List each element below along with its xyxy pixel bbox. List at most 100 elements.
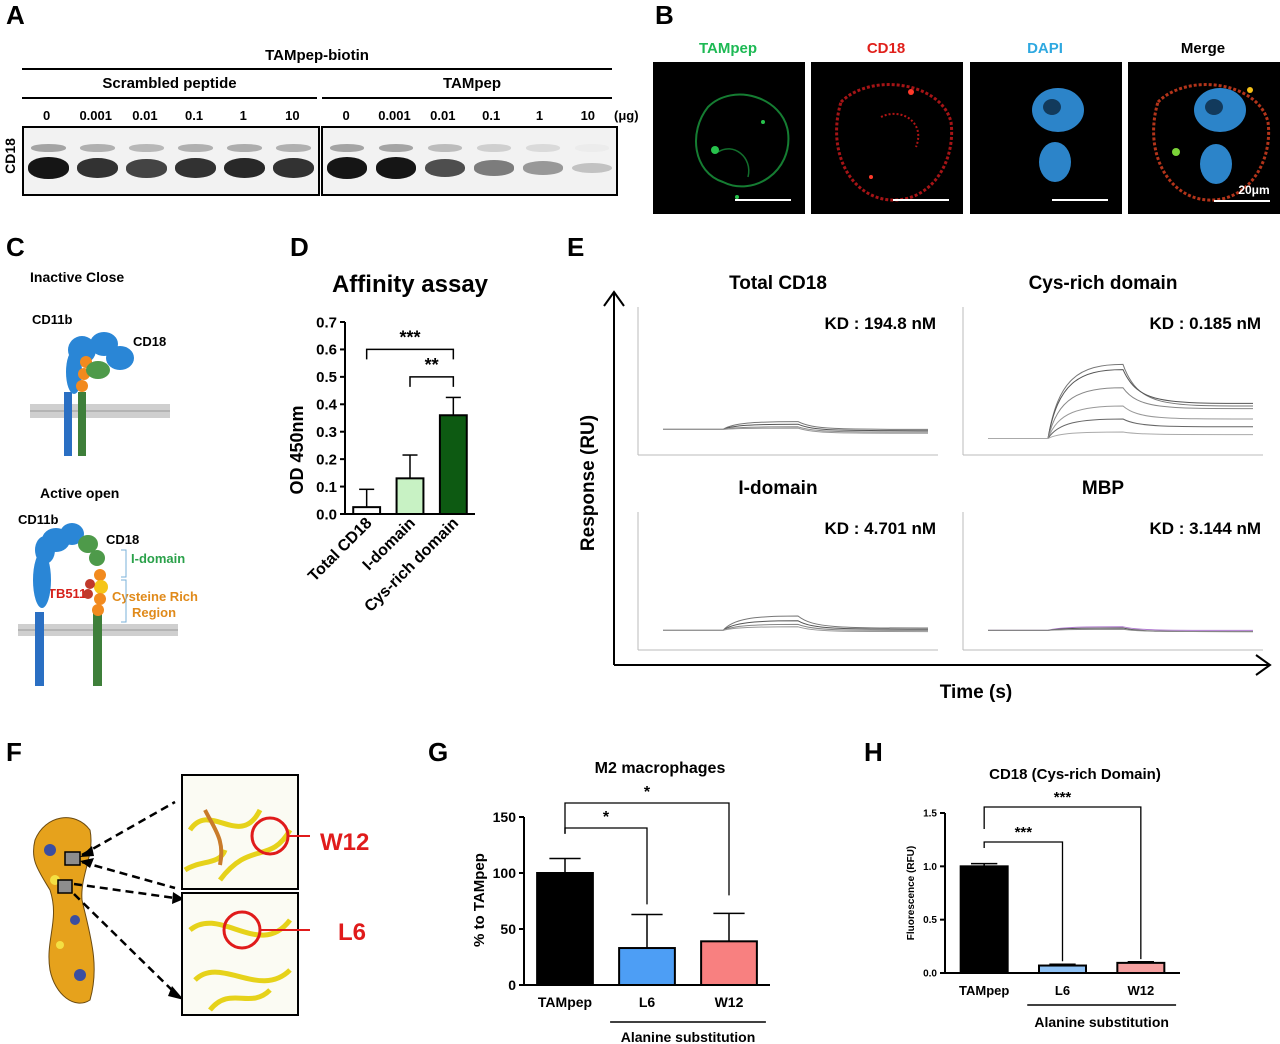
y-tick-label: 1.5 xyxy=(923,809,937,820)
schematic-idomain-label: I-domain xyxy=(131,551,185,566)
schematic-cys-label-2: Region xyxy=(132,605,176,620)
blot-left-lane-label: 0.1 xyxy=(185,108,204,123)
group-label: Alanine substitution xyxy=(1034,1014,1169,1030)
y-tick-label: 1.0 xyxy=(923,862,937,873)
microscopy-image-dapi xyxy=(970,62,1122,214)
microscopy-image-tampep xyxy=(653,62,805,214)
blot-lane-labels-left: 0 0.001 0.01 0.1 1 10 xyxy=(22,108,317,124)
panel-label-c: C xyxy=(6,232,25,262)
sensorgram-curve xyxy=(988,418,1254,439)
blot-header: TAMpep-biotin xyxy=(265,47,369,64)
y-tick-label: 0.0 xyxy=(923,969,937,980)
blot-right-band-upper xyxy=(575,144,609,152)
blot-header-rule xyxy=(22,68,612,70)
panel-label-a: A xyxy=(6,0,25,30)
sensorgram-curve xyxy=(988,628,1254,633)
blot-header-title: TAMpep-biotin xyxy=(22,47,612,64)
blot-right-lane-label: 0.1 xyxy=(482,108,501,123)
category-label: L6 xyxy=(1055,983,1070,998)
blot-right-band xyxy=(571,162,612,174)
bar xyxy=(700,940,758,987)
subplot-title: Total CD18 xyxy=(729,273,827,294)
residue-l6-label: L6 xyxy=(338,919,366,946)
sensorgram-curve xyxy=(988,431,1254,439)
blot-lane-labels-right: 0 0.001 0.01 0.1 1 10 xyxy=(322,108,612,124)
blot-right-band xyxy=(425,158,466,178)
blot-right-band xyxy=(327,157,368,179)
kd-value: KD : 194.8 nM xyxy=(825,314,936,333)
y-tick-label: 0 xyxy=(508,977,516,993)
category-label: TAMpep xyxy=(959,983,1009,998)
blot-left-band xyxy=(273,157,314,179)
sensorgram-curve xyxy=(663,426,929,433)
microscopy-image-cd18 xyxy=(811,62,963,214)
sensorgram-curve xyxy=(663,423,929,432)
blot-left-band xyxy=(224,157,265,179)
kd-value: KD : 0.185 nM xyxy=(1150,314,1261,333)
blot-left-band-upper xyxy=(129,144,164,152)
bar xyxy=(536,872,594,986)
schematic-cd11b-label-bottom: CD11b xyxy=(18,512,59,527)
blot-right-band xyxy=(522,161,563,175)
blot-right-lane-label: 0 xyxy=(342,108,350,123)
panel-label-f: F xyxy=(6,737,22,767)
significance-label: *** xyxy=(1015,824,1033,841)
blot-left-band xyxy=(28,157,69,179)
schematic-cd11b-label-top: CD11b xyxy=(32,312,73,327)
chart-h-ylabel: Fluorescence (RFU) xyxy=(906,846,917,940)
subplot-title: MBP xyxy=(1082,478,1125,499)
blot-right-lane-label: 10 xyxy=(580,108,596,123)
blot-left-band xyxy=(77,157,118,179)
channel-label-merge: Merge xyxy=(1180,40,1226,57)
kd-value: KD : 3.144 nM xyxy=(1150,519,1261,538)
channel-label-dapi: DAPI xyxy=(1027,40,1063,57)
kd-value: KD : 4.701 nM xyxy=(825,519,936,538)
sensorgram-curve xyxy=(663,421,929,430)
y-tick-label: 0.0 xyxy=(316,506,337,523)
channel-label-cd18: CD18 xyxy=(866,40,906,57)
category-label: Total CD18 xyxy=(305,515,375,585)
significance-label: ** xyxy=(425,355,439,375)
category-label: W12 xyxy=(715,994,744,1010)
subplot-title: Cys-rich domain xyxy=(1029,273,1178,294)
significance-label: *** xyxy=(399,327,420,347)
blot-unit: (μg) xyxy=(614,108,639,123)
bar xyxy=(438,414,468,515)
blot-left-band xyxy=(175,157,216,179)
panel-label-h: H xyxy=(864,737,883,767)
significance-bracket xyxy=(564,827,648,905)
schematic-cd18-label-bottom: CD18 xyxy=(106,532,139,547)
blot-left-band-upper xyxy=(178,144,213,152)
y-tick-label: 0.5 xyxy=(923,915,937,926)
residue-w12-label: W12 xyxy=(320,829,369,856)
y-tick-label: 100 xyxy=(493,865,517,881)
blot-right-band-upper xyxy=(379,144,414,152)
significance-bracket xyxy=(983,841,1064,962)
category-label: L6 xyxy=(639,994,656,1010)
bar xyxy=(618,947,676,986)
blot-group-left: Scrambled peptide xyxy=(102,75,237,92)
western-blot-right xyxy=(321,126,618,196)
blot-right-lane-label: 0.01 xyxy=(430,108,456,123)
blot-left-lane-label: 0 xyxy=(42,108,51,123)
sensorgram-curve xyxy=(663,427,929,434)
y-tick-label: 0.7 xyxy=(316,314,337,331)
scale-bar-label: 20μm xyxy=(1238,183,1269,197)
chart-e-xlabel: Time (s) xyxy=(940,682,1013,703)
y-tick-label: 0.5 xyxy=(316,369,337,386)
blot-right-lane-label: 1 xyxy=(535,108,544,123)
significance-label: *** xyxy=(1054,789,1072,806)
blot-left-band-upper xyxy=(227,144,262,152)
chart-g-ylabel: % to TAMpep xyxy=(471,853,488,947)
panel-label-b: B xyxy=(655,0,674,30)
m2-macrophages-chart: M2 macrophages % to TAMpep 0 50 100 150 TAMp… xyxy=(471,760,770,1044)
y-tick-label: 0.3 xyxy=(316,424,337,441)
blot-left-lane-label: 0.01 xyxy=(132,108,158,123)
y-tick-label: 0.6 xyxy=(316,342,337,359)
blot-right-band xyxy=(376,157,417,179)
significance-label: * xyxy=(603,809,610,826)
sensorgram-curve xyxy=(988,626,1254,631)
significance-bracket xyxy=(365,348,455,360)
affinity-assay-chart: Affinity assay OD 450nm 0.0 0.1 0.2 0.3 0.4 0… xyxy=(287,271,489,615)
significance-label: * xyxy=(644,784,651,801)
